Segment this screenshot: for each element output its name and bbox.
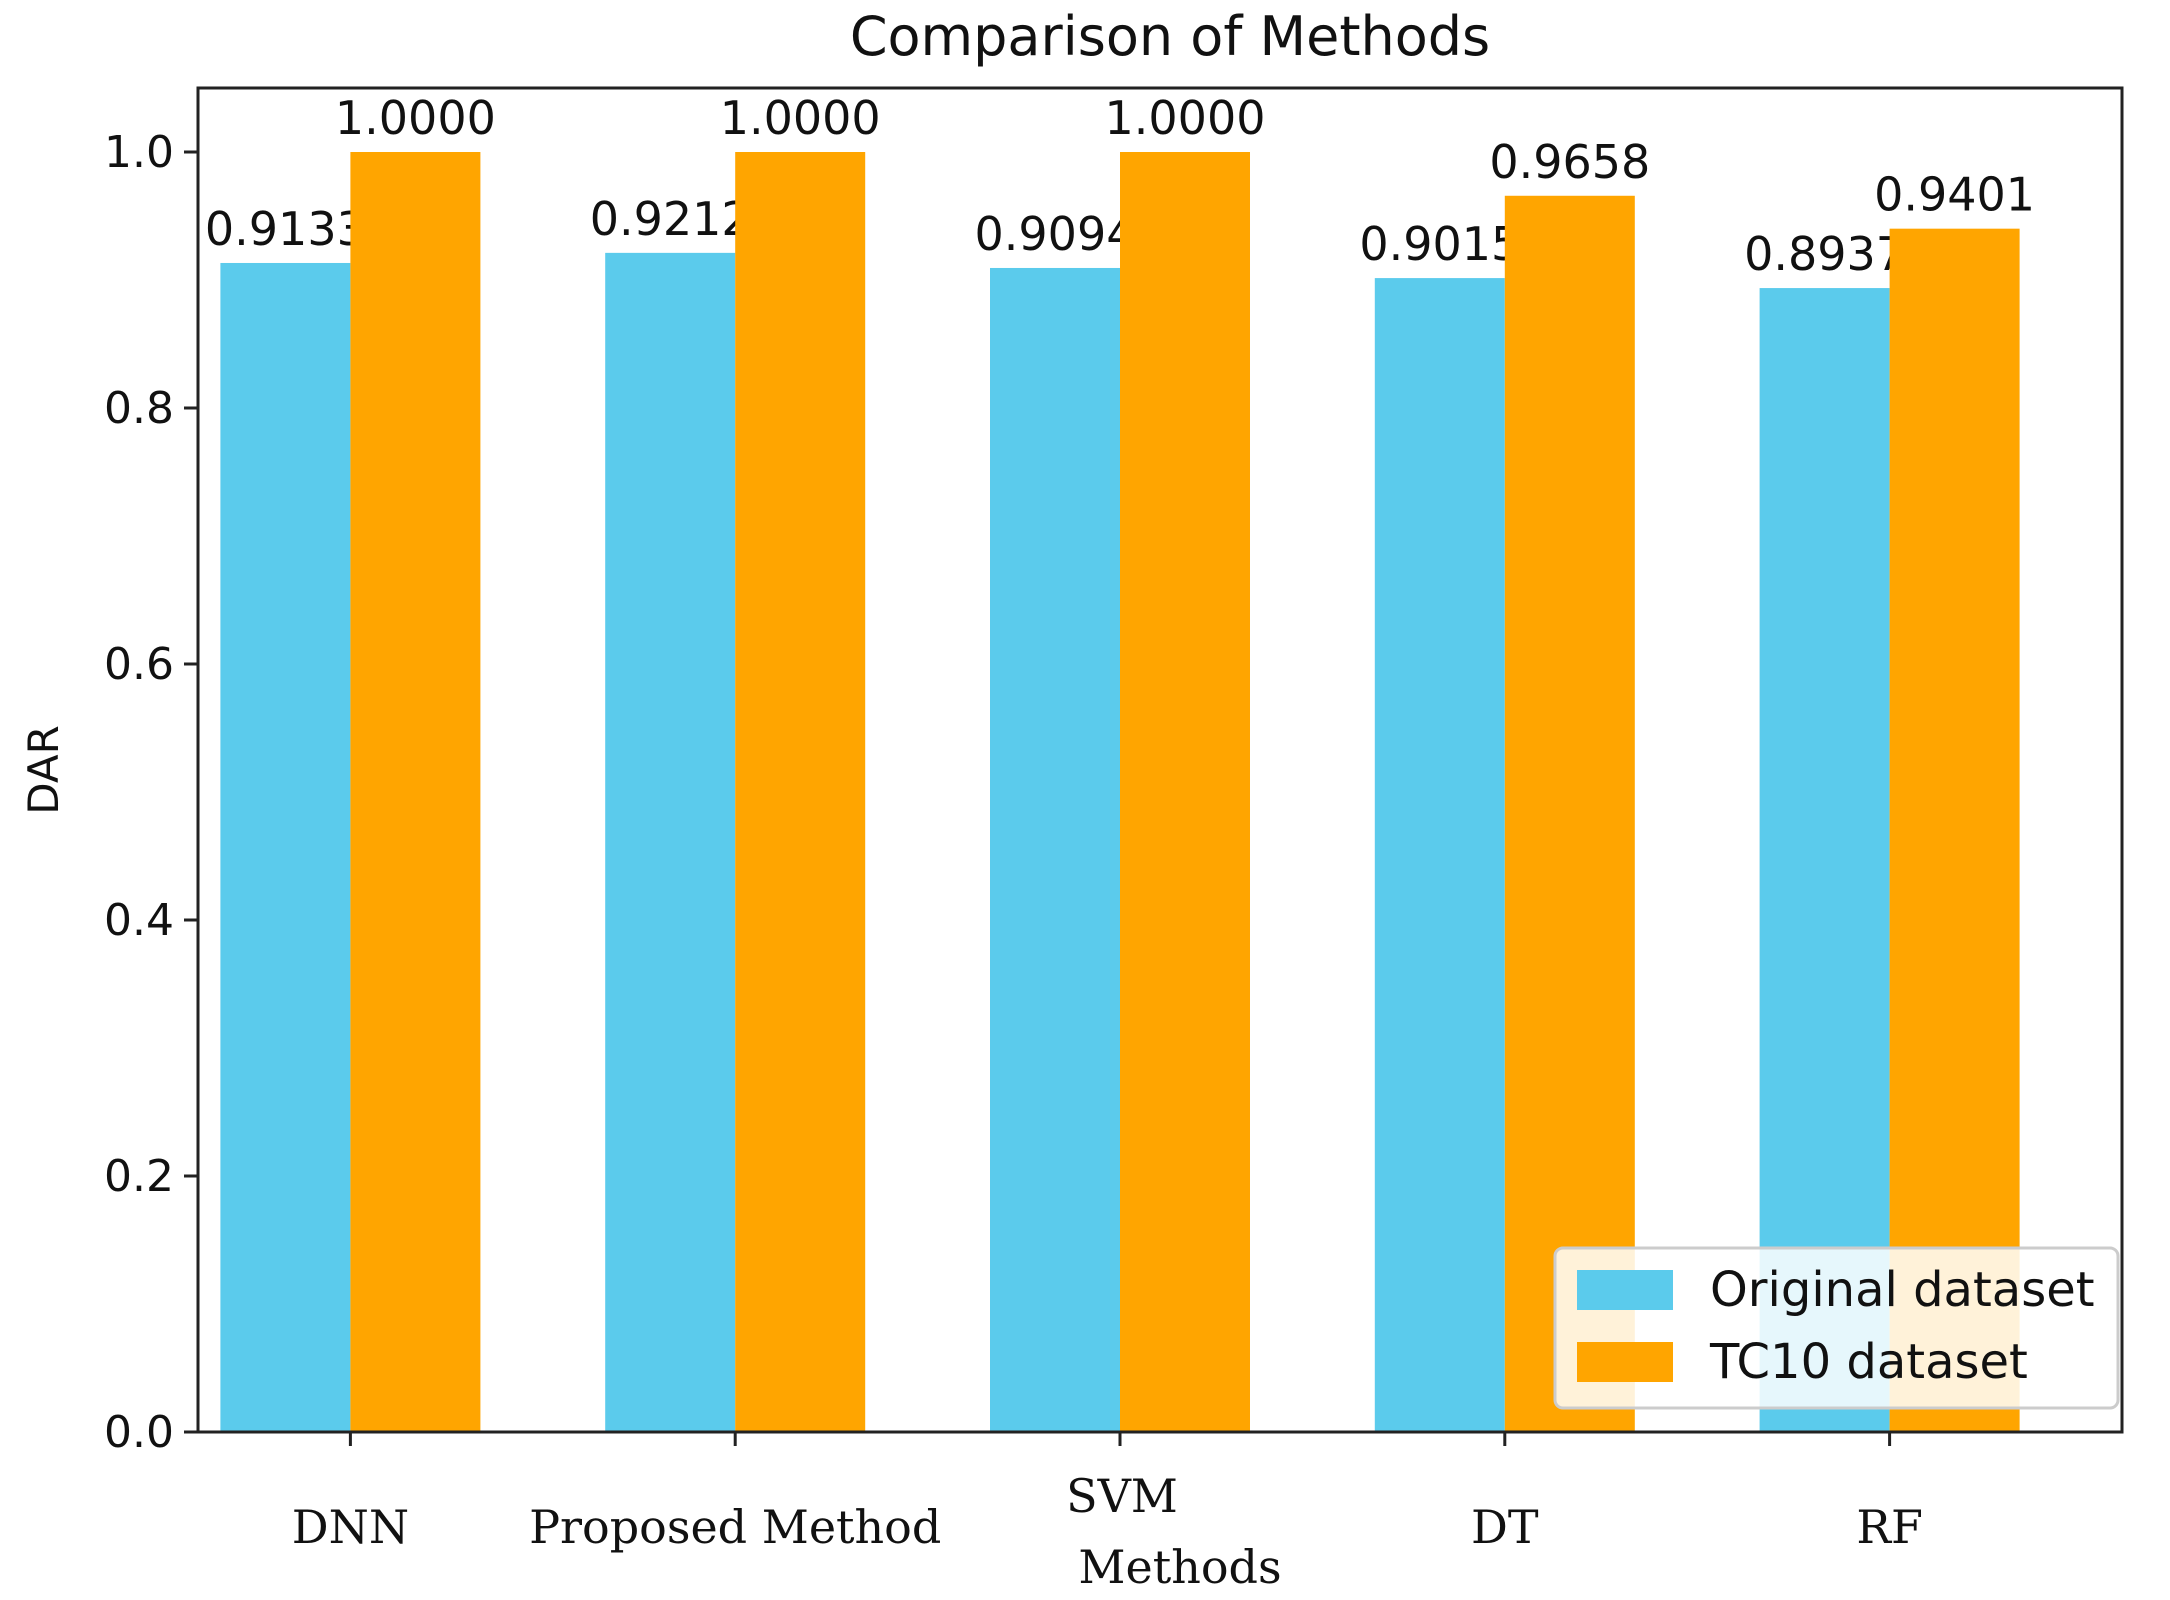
y-tick-label: 0.0 xyxy=(104,1407,174,1458)
y-tick-label: 0.6 xyxy=(104,639,174,690)
bar-value-label: 0.8937 xyxy=(1744,227,1905,281)
legend-label: TC10 dataset xyxy=(1709,1334,2028,1390)
bar-value-label: 0.9015 xyxy=(1359,217,1520,271)
legend-box xyxy=(1553,1246,2120,1410)
x-tick-label: RF xyxy=(1856,1500,1923,1554)
y-tick-label: 0.4 xyxy=(104,895,174,946)
y-tick-label: 0.8 xyxy=(104,383,174,434)
bar-tc10-4 xyxy=(1889,228,2020,1432)
bar-value-label: 0.9094 xyxy=(975,207,1136,261)
x-tick-label: DNN xyxy=(292,1500,409,1554)
legend-swatch-tc10 xyxy=(1577,1342,1673,1382)
x-tick-label: Proposed Method xyxy=(529,1500,941,1554)
bar-original-3 xyxy=(1374,278,1505,1433)
bar-tc10-2 xyxy=(1120,152,1250,1432)
bar-original-2 xyxy=(990,267,1120,1432)
plot-area: 0.9133 1.0000 DNN 0.9212 1.0000 Proposed Meth… xyxy=(104,86,2124,1554)
y-tick-label: 0.2 xyxy=(104,1151,174,1202)
y-axis-label: DAR xyxy=(19,725,68,815)
y-tick-label: 1.0 xyxy=(104,127,174,178)
legend-label: Original dataset xyxy=(1710,1262,2095,1318)
bar-value-label: 0.9212 xyxy=(590,192,751,246)
x-axis-label: Methods xyxy=(1078,1540,1281,1594)
bar-original-4 xyxy=(1759,288,1890,1433)
x-tick-label: DT xyxy=(1471,1500,1539,1554)
legend-swatch-original xyxy=(1577,1270,1673,1310)
bar-value-label: 0.9133 xyxy=(205,202,366,256)
axes-frame xyxy=(196,86,2124,1434)
bar-value-label: 1.0000 xyxy=(1105,91,1266,145)
bar-value-label: 0.9401 xyxy=(1874,168,2035,222)
chart-title: Comparison of Methods xyxy=(850,5,1490,68)
bar-value-label: 1.0000 xyxy=(720,91,881,145)
bar-value-label: 1.0000 xyxy=(335,91,496,145)
bar-tc10-0 xyxy=(350,152,481,1432)
bar-original-1 xyxy=(605,252,736,1432)
bar-tc10-3 xyxy=(1504,195,1635,1432)
bar-tc10-1 xyxy=(735,152,866,1432)
x-tick-label: SVM xyxy=(1066,1469,1178,1523)
bar-value-label: 0.9658 xyxy=(1489,135,1650,189)
bar-original-0 xyxy=(220,262,351,1432)
